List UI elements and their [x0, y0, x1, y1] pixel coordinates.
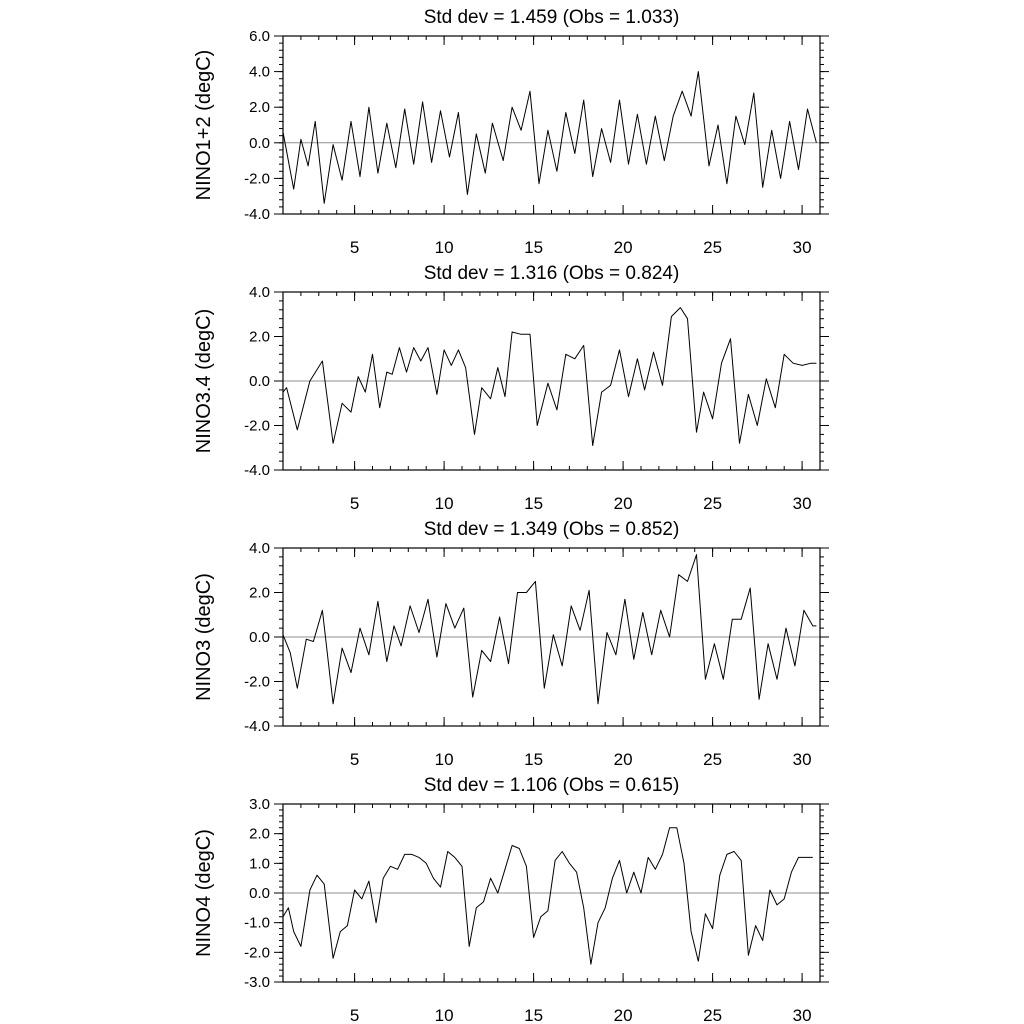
chart-title: Std dev = 1.316 (Obs = 0.824) — [424, 263, 680, 284]
x-tick-label: 15 — [524, 750, 543, 769]
y-tick-label: -2.0 — [244, 674, 270, 691]
y-tick-label: 4.0 — [249, 540, 270, 557]
x-tick-label: 30 — [793, 750, 812, 769]
x-tick-label: 5 — [350, 494, 359, 513]
x-tick-label: 30 — [793, 1006, 812, 1024]
y-tick-label: 0.0 — [249, 135, 270, 152]
x-tick-label: 5 — [350, 238, 359, 257]
chart-panel-3: Std dev = 1.349 (Obs = 0.852) NINO3 (degC… — [193, 519, 829, 769]
y-tick-label: 0.0 — [249, 629, 270, 646]
y-tick-label: -4.0 — [244, 718, 270, 735]
series-line-1 — [282, 307, 817, 446]
y-tick-label: 0.0 — [249, 373, 270, 390]
x-tick-label: 5 — [350, 750, 359, 769]
y-tick-label: 4.0 — [249, 64, 270, 81]
y-tick-label: -1.0 — [244, 915, 270, 932]
x-tick-label: 15 — [524, 238, 543, 257]
plot-frame — [282, 547, 821, 727]
x-tick-label: 20 — [614, 1006, 633, 1024]
y-tick-label: -2.0 — [244, 418, 270, 435]
x-tick-label: 5 — [350, 1006, 359, 1024]
x-tick-label: 25 — [703, 750, 722, 769]
chart-title: Std dev = 1.349 (Obs = 0.852) — [424, 519, 680, 540]
y-axis-label: NINO3.4 (degC) — [193, 309, 215, 454]
x-tick-label: 25 — [703, 238, 722, 257]
x-tick-label: 15 — [524, 1006, 543, 1024]
y-tick-label: 6.0 — [249, 28, 270, 45]
plot-frame — [282, 35, 821, 215]
x-tick-label: 30 — [793, 238, 812, 257]
y-tick-label: -3.0 — [244, 974, 270, 991]
x-tick-label: 30 — [793, 494, 812, 513]
y-tick-label: -2.0 — [244, 170, 270, 187]
x-tick-label: 10 — [435, 1006, 454, 1024]
plot-frame — [282, 291, 821, 471]
y-tick-label: -2.0 — [244, 944, 270, 961]
y-tick-label: -4.0 — [244, 462, 270, 479]
y-tick-label: 2.0 — [249, 585, 270, 602]
x-tick-label: 20 — [614, 750, 633, 769]
series-line-1 — [282, 71, 817, 204]
series-line-1 — [282, 827, 813, 965]
y-axis-label: NINO4 (degC) — [193, 829, 215, 957]
chart-panel-1: Std dev = 1.459 (Obs = 1.033) NINO1+2 (de… — [193, 7, 829, 257]
y-tick-label: 2.0 — [249, 826, 270, 843]
y-tick-label: 2.0 — [249, 99, 270, 116]
x-tick-label: 10 — [435, 750, 454, 769]
plot-frame — [282, 803, 821, 983]
y-tick-label: 1.0 — [249, 855, 270, 872]
chart-panel-2: Std dev = 1.316 (Obs = 0.824) NINO3.4 (de… — [193, 263, 829, 513]
x-tick-label: 15 — [524, 494, 543, 513]
chart-title: Std dev = 1.106 (Obs = 0.615) — [424, 775, 680, 796]
x-tick-label: 10 — [435, 238, 454, 257]
x-tick-label: 10 — [435, 494, 454, 513]
y-tick-label: 0.0 — [249, 885, 270, 902]
y-axis-label: NINO1+2 (degC) — [193, 50, 215, 201]
y-tick-label: 4.0 — [249, 284, 270, 301]
chart-panel-4: Std dev = 1.106 (Obs = 0.615) NINO4 (degC… — [193, 775, 829, 1024]
x-tick-label: 25 — [703, 1006, 722, 1024]
x-tick-label: 25 — [703, 494, 722, 513]
y-axis-label: NINO3 (degC) — [193, 573, 215, 701]
y-tick-label: -4.0 — [244, 206, 270, 223]
y-tick-label: 2.0 — [249, 329, 270, 346]
series-line-1 — [282, 554, 817, 705]
x-tick-label: 20 — [614, 238, 633, 257]
x-tick-label: 20 — [614, 494, 633, 513]
y-tick-label: 3.0 — [249, 796, 270, 813]
chart-title: Std dev = 1.459 (Obs = 1.033) — [424, 7, 680, 28]
